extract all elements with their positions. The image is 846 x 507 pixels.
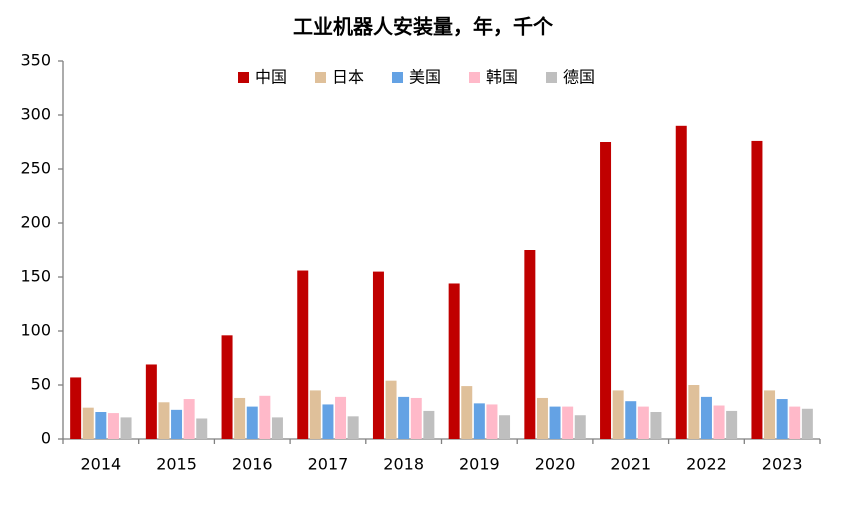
bar [600, 142, 612, 439]
bar [751, 140, 763, 440]
bar [726, 410, 738, 439]
bar [335, 396, 347, 439]
bar [398, 396, 410, 439]
legend-swatch [469, 72, 480, 83]
chart-title: 工业机器人安装量，年，千个 [293, 15, 554, 39]
y-tick-label: 0 [41, 429, 51, 448]
bar [82, 407, 94, 439]
bar [158, 402, 170, 439]
bar [764, 390, 776, 439]
x-tick-label: 2014 [80, 455, 121, 474]
bar [410, 397, 422, 439]
x-tick-label: 2016 [232, 455, 273, 474]
x-tick-label: 2021 [610, 455, 651, 474]
bar [801, 408, 813, 439]
bar [562, 406, 574, 439]
bar [297, 270, 309, 439]
bar [486, 404, 498, 439]
bar [385, 380, 397, 439]
bar [309, 390, 321, 439]
bar [171, 409, 183, 439]
bar [789, 406, 801, 439]
bar [574, 415, 586, 439]
bar [688, 385, 700, 439]
x-tick-label: 2020 [535, 455, 576, 474]
legend-swatch [238, 72, 249, 83]
bar [637, 406, 649, 439]
bar [423, 410, 435, 439]
y-tick-label: 250 [20, 159, 51, 178]
bar [612, 390, 624, 439]
bar [625, 401, 637, 439]
legend-swatch [315, 72, 326, 83]
bar [183, 399, 195, 439]
bar [145, 364, 157, 439]
bar [246, 406, 258, 439]
y-tick-label: 50 [31, 375, 51, 394]
bar [259, 395, 271, 439]
bar [650, 412, 662, 439]
bar [107, 413, 119, 439]
legend-label: 中国 [255, 68, 287, 87]
bar [713, 405, 725, 439]
legend-swatch [546, 72, 557, 83]
x-tick-label: 2023 [762, 455, 803, 474]
legend-label: 德国 [563, 68, 595, 87]
x-tick-label: 2022 [686, 455, 727, 474]
bar [700, 396, 712, 439]
bar [234, 397, 246, 439]
bar [536, 397, 548, 439]
x-tick-label: 2017 [308, 455, 349, 474]
bar [499, 415, 511, 439]
legend-swatch [392, 72, 403, 83]
bar [322, 404, 334, 439]
bar [776, 399, 788, 439]
bar [549, 406, 561, 439]
bar [461, 386, 473, 439]
y-tick-label: 200 [20, 213, 51, 232]
bar [271, 417, 283, 439]
y-tick-label: 300 [20, 105, 51, 124]
x-tick-label: 2018 [383, 455, 424, 474]
y-tick-label: 350 [20, 51, 51, 70]
x-tick-label: 2019 [459, 455, 500, 474]
bar [70, 377, 82, 439]
y-tick-label: 150 [20, 267, 51, 286]
x-tick-label: 2015 [156, 455, 197, 474]
bar [473, 403, 485, 439]
bar [95, 412, 107, 439]
bar [196, 418, 208, 439]
legend-label: 韩国 [486, 68, 518, 87]
bar [120, 417, 132, 439]
bar [372, 271, 384, 439]
legend-label: 美国 [409, 68, 441, 87]
bar [347, 416, 359, 439]
bar [221, 335, 233, 439]
bar [448, 283, 460, 439]
y-tick-label: 100 [20, 321, 51, 340]
bar [675, 125, 687, 440]
bar [524, 250, 536, 439]
legend-label: 日本 [332, 68, 364, 87]
